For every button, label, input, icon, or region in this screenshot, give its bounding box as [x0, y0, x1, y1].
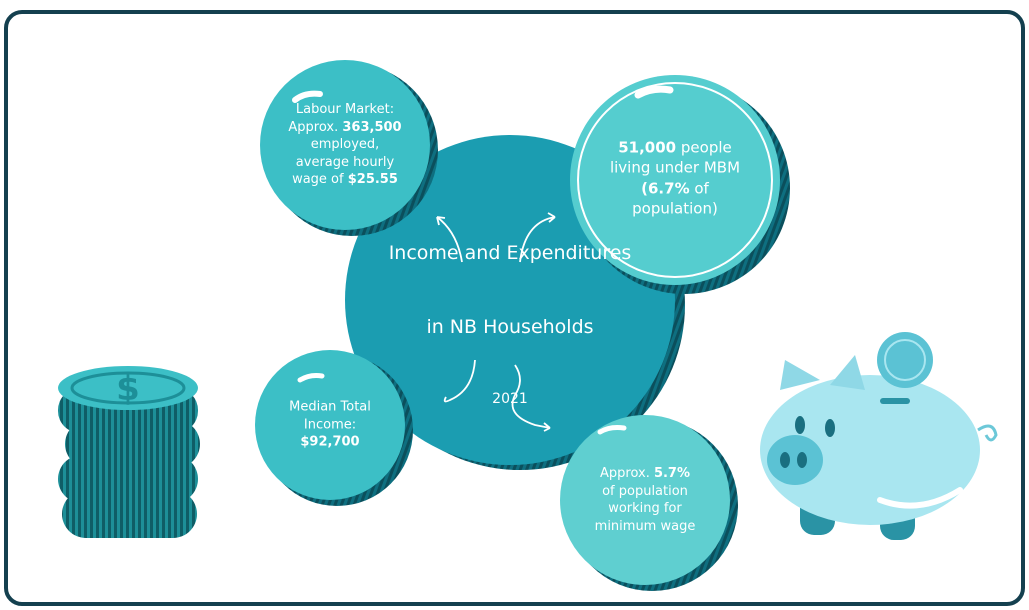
title: Income and Expenditures in NB Households… [389, 192, 632, 432]
text-line: employed, [288, 136, 401, 154]
text: employed, [311, 137, 380, 152]
bold-text: $25.55 [348, 172, 398, 187]
text: Income: [304, 417, 356, 432]
title-year: 2021 [389, 389, 632, 407]
text-line: (6.7% of [610, 178, 740, 198]
text: average hourly [296, 155, 394, 170]
text: minimum wage [595, 519, 696, 534]
infographic: $ Income and Expenditures in NB Househol… [0, 0, 1029, 610]
bold-text: 5.7% [654, 466, 690, 481]
text: wage of [292, 172, 348, 187]
text-line: Approx. 5.7% [595, 465, 696, 483]
text: of population [602, 483, 688, 498]
text: living under MBM [610, 159, 740, 177]
text-line: living under MBM [610, 158, 740, 178]
bold-text: (6.7% [641, 179, 689, 197]
text-line: of population [595, 482, 696, 500]
text-line: Approx. 363,500 [288, 119, 401, 137]
text: Median Total [289, 400, 371, 415]
text-line: Median Total [289, 399, 371, 417]
text-line: wage of $25.55 [288, 171, 401, 189]
svg-text:$: $ [116, 369, 140, 409]
bold-text: $92,700 [300, 435, 359, 450]
text: of [690, 179, 709, 197]
text-line: average hourly [288, 154, 401, 172]
coin-stack: $ [58, 366, 200, 538]
text-line: population) [610, 198, 740, 218]
text-line: working for [595, 500, 696, 518]
bold-text: 363,500 [342, 120, 401, 135]
text: Labour Market: [296, 102, 394, 117]
text: Approx. [600, 466, 654, 481]
text-line: Income: [289, 416, 371, 434]
bubble-text: Median Total Income: $92,700 [289, 399, 371, 452]
title-line: in NB Households [389, 315, 632, 340]
title-line: Income and Expenditures [389, 241, 632, 266]
text: people [676, 139, 732, 157]
text: Approx. [288, 120, 342, 135]
text: population) [632, 199, 718, 217]
text-line: 51,000 people [610, 138, 740, 158]
bold-text: 51,000 [618, 139, 676, 157]
text-line: $92,700 [289, 434, 371, 452]
text-line: minimum wage [595, 518, 696, 536]
text-line: Labour Market: [288, 101, 401, 119]
text: working for [608, 501, 682, 516]
